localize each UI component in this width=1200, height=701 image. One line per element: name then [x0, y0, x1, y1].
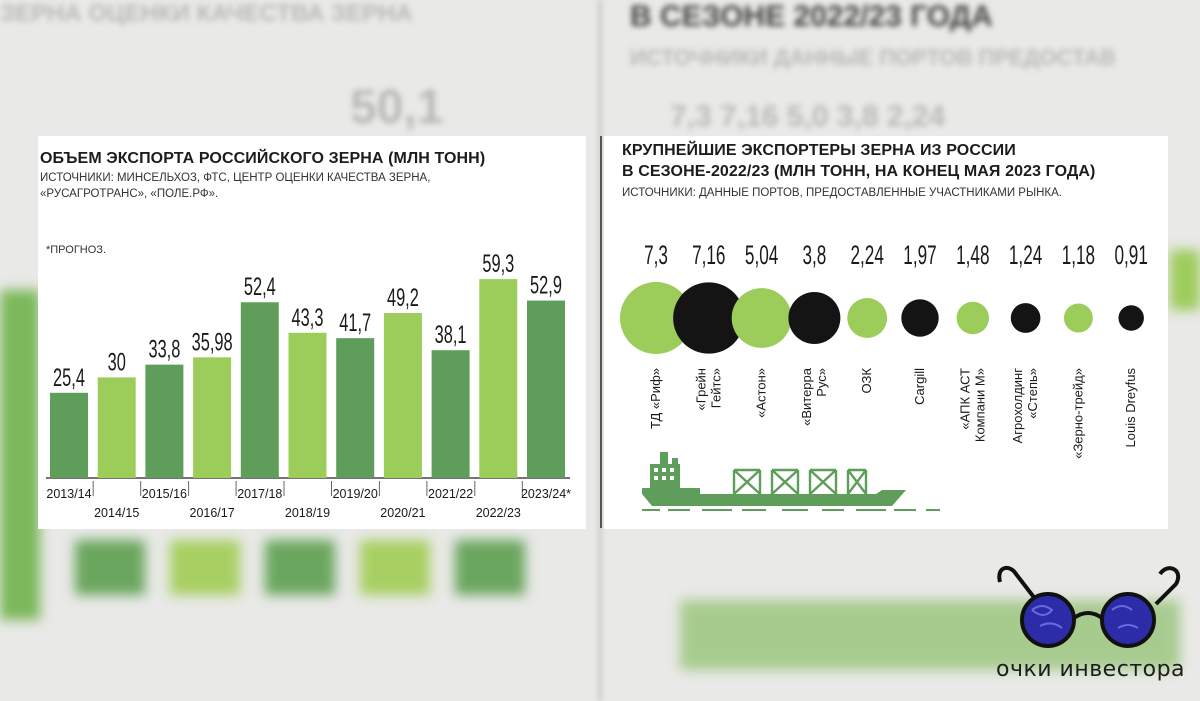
exporter-bubble — [847, 298, 888, 338]
x-tick-label: 2014/15 — [94, 506, 139, 520]
exporter-name-label: «Витерра — [799, 367, 814, 426]
chart-source-line: ИСТОЧНИКИ: МИНСЕЛЬХОЗ, ФТС, ЦЕНТР ОЦЕНКИ… — [40, 172, 431, 184]
grain-export-chart-panel: ОБЪЕМ ЭКСПОРТА РОССИЙСКОГО ЗЕРНА (МЛН ТО… — [38, 136, 586, 529]
bar-value-label: 38,1 — [435, 322, 467, 349]
bubble-value-label: 0,91 — [1115, 240, 1148, 270]
bar — [145, 364, 184, 478]
exporter-name-label: «Астон» — [754, 368, 769, 418]
x-tick-label: 2018/19 — [285, 506, 330, 520]
exporter-name-label: Агрохолдинг — [1010, 368, 1025, 444]
exporter-name-label: ТД «Риф» — [648, 368, 663, 429]
x-tick-label: 2016/17 — [190, 506, 235, 520]
x-tick-label: 2020/21 — [380, 506, 425, 520]
chart-title-line2: В СЕЗОНЕ-2022/23 (МЛН ТОНН, НА КОНЕЦ МАЯ… — [622, 163, 1096, 180]
cargo-ship-icon — [642, 452, 940, 511]
exporter-bubble — [1063, 303, 1093, 333]
x-tick-label: 2019/20 — [333, 487, 378, 501]
bubble-value-label: 1,18 — [1062, 240, 1095, 270]
bar-value-label: 30 — [108, 349, 126, 376]
exporter-bubble — [1010, 303, 1041, 333]
chart-title: ОБЪЕМ ЭКСПОРТА РОССИЙСКОГО ЗЕРНА (МЛН ТО… — [40, 150, 486, 167]
exporter-name-label: ОЗК — [859, 368, 874, 394]
chart-source-line: «РУСАГРОТРАНС», «ПОЛЕ.РФ». — [40, 188, 219, 200]
exporter-bubble — [788, 292, 841, 344]
bubble-value-label: 1,48 — [956, 240, 989, 270]
x-tick-label: 2023/24* — [521, 487, 571, 501]
exporter-name-label: Cargill — [912, 368, 927, 405]
exporter-bubble — [1118, 305, 1144, 331]
bar-value-label: 43,3 — [292, 305, 324, 332]
bar — [288, 332, 327, 478]
forecast-note: *ПРОГНОЗ. — [46, 244, 106, 256]
bar — [193, 357, 232, 478]
bar — [240, 302, 279, 478]
bar — [336, 338, 375, 478]
x-tick-label: 2017/18 — [237, 487, 282, 501]
x-tick-label: 2013/14 — [46, 487, 91, 501]
bubble-value-label: 1,24 — [1009, 240, 1042, 270]
bar-value-label: 41,7 — [339, 310, 371, 337]
x-tick-label: 2021/22 — [428, 487, 473, 501]
bar — [50, 392, 88, 478]
bar-chart: 25,4 2013/14 30 2014/15 33,8 2015/16 35,98 2016… — [46, 251, 571, 520]
bar-value-label: 25,4 — [53, 365, 85, 392]
top-exporters-chart-panel: КРУПНЕЙШИЕ ЭКСПОРТЕРЫ ЗЕРНА ИЗ РОССИИ В … — [604, 136, 1168, 529]
x-tick-label: 2015/16 — [142, 487, 187, 501]
exporter-bubble — [673, 282, 745, 354]
bar — [527, 300, 565, 478]
bubble-value-label: 1,97 — [903, 240, 936, 270]
exporter-name-label: Гейтс» — [708, 368, 723, 408]
chart-title-line1: КРУПНЕЙШИЕ ЭКСПОРТЕРЫ ЗЕРНА ИЗ РОССИИ — [622, 142, 1016, 159]
x-tick-label: 2022/23 — [476, 506, 521, 520]
panel-divider — [600, 136, 602, 528]
bar-value-label: 33,8 — [148, 336, 180, 363]
bubble-value-label: 3,8 — [802, 240, 826, 270]
logo-text: очки инвестора — [996, 657, 1186, 682]
bar-value-label: 49,2 — [387, 285, 419, 312]
exporter-name-label: «Грейн — [693, 368, 708, 410]
bubble-value-label: 7,16 — [692, 240, 725, 270]
exporter-name-label: Компани М» — [972, 368, 987, 442]
exporter-name-label: «Степь» — [1025, 368, 1040, 419]
bar — [97, 377, 136, 478]
bar-value-label: 52,9 — [530, 272, 562, 299]
exporter-name-label: «Зерно-трейд» — [1070, 368, 1085, 459]
bubble-value-label: 7,3 — [644, 240, 668, 270]
glasses-logo-icon — [997, 565, 1180, 648]
exporter-name-label: Рус» — [814, 368, 829, 397]
bar-value-label: 35,98 — [192, 329, 233, 356]
exporter-name-label: «АПК АСТ — [957, 368, 972, 430]
bar-value-label: 52,4 — [244, 274, 276, 301]
bar — [479, 279, 518, 478]
exporter-name-label: Louis Dreyfus — [1123, 368, 1138, 448]
chart-source-line: ИСТОЧНИКИ: ДАННЫЕ ПОРТОВ, ПРЕДОСТАВЛЕННЫ… — [622, 187, 1062, 199]
bubble-chart: 7,3 ТД «Риф» 7,16 «Грейн Гейтс» 5,04 «Астон» 3,… — [620, 240, 1148, 511]
exporter-bubble — [901, 299, 939, 337]
bar — [431, 350, 470, 478]
bar — [383, 312, 422, 478]
exporter-bubble — [731, 288, 792, 348]
bar-value-label: 59,3 — [482, 251, 514, 278]
bubble-value-label: 5,04 — [745, 240, 778, 270]
bubble-value-label: 2,24 — [851, 240, 884, 270]
exporter-bubble — [620, 282, 692, 354]
exporter-bubble — [956, 301, 990, 335]
